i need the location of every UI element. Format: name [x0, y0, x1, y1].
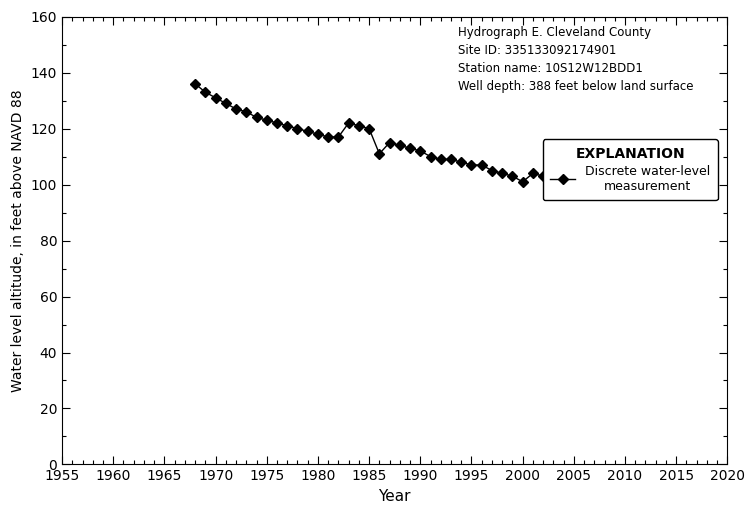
Y-axis label: Water level altitude, in feet above NAVD 88: Water level altitude, in feet above NAVD…	[11, 89, 25, 392]
Legend: Discrete water-level
measurement: Discrete water-level measurement	[543, 139, 717, 200]
Text: Hydrograph E. Cleveland County
Site ID: 335133092174901
Station name: 10S12W12BD: Hydrograph E. Cleveland County Site ID: …	[458, 26, 693, 93]
X-axis label: Year: Year	[379, 489, 411, 504]
